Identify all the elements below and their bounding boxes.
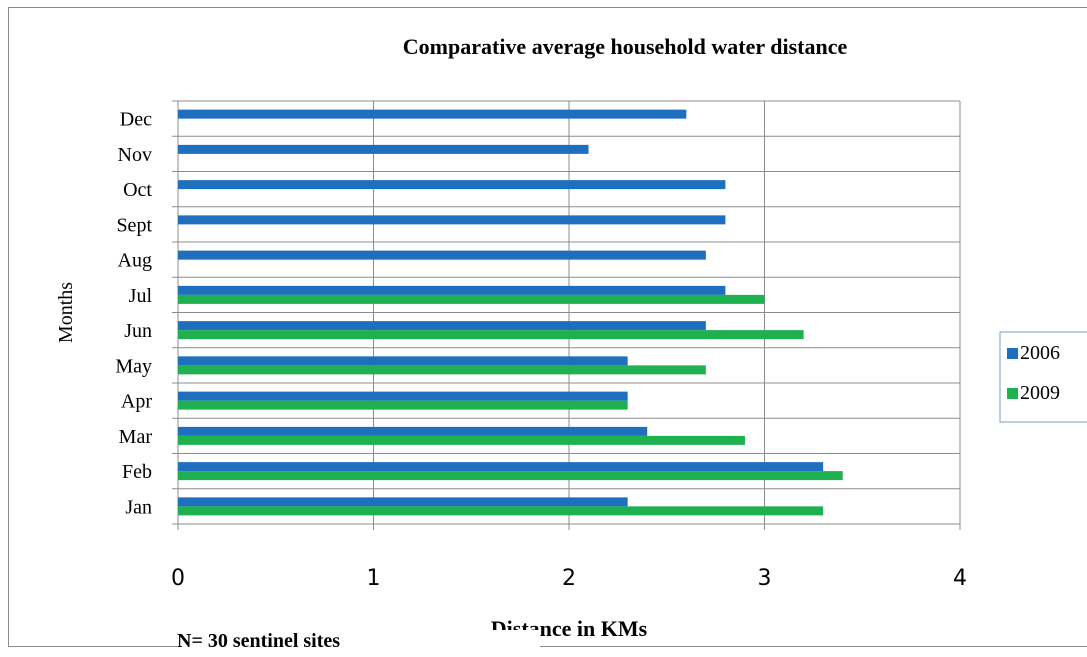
category-label: Dec (120, 109, 152, 131)
legend-box (999, 331, 1087, 423)
bar-2009-feb (178, 471, 843, 481)
bar-2006-jul (178, 285, 726, 295)
bar-2006-jan (178, 497, 628, 507)
category-label: Aug (118, 250, 152, 272)
chart-title: Comparative average household water dist… (403, 34, 848, 59)
category-label: Mar (119, 426, 153, 448)
category-label: Nov (118, 144, 152, 166)
x-tick-label: 4 (953, 566, 967, 591)
bar-2006-feb (178, 462, 824, 472)
chart-frame (8, 7, 1087, 647)
footnote: N= 30 sentinel sites (177, 630, 541, 653)
category-label: Jan (125, 496, 152, 518)
legend-label-2006: 2006 (1020, 342, 1060, 364)
bar-2009-jul (178, 294, 765, 304)
bar-2009-apr (178, 400, 628, 410)
bar-2009-mar (178, 435, 745, 445)
bar-2006-jun (178, 321, 706, 331)
legend-swatch-2009 (1007, 388, 1018, 399)
bar-2009-jun (178, 330, 804, 340)
y-axis-label: Months (55, 282, 77, 343)
category-label: Jul (129, 285, 153, 307)
bar-2006-sept (178, 215, 726, 225)
category-label: Sept (116, 214, 152, 236)
x-tick-label: 1 (367, 566, 381, 591)
bar-2006-may (178, 356, 628, 366)
bar-2009-may (178, 365, 706, 375)
x-tick-label: 2 (562, 566, 576, 591)
bar-2009-jan (178, 506, 824, 516)
legend-swatch-2006 (1007, 348, 1018, 359)
bar-2006-aug (178, 250, 706, 260)
bar-2006-nov (178, 144, 589, 154)
bar-2006-dec (178, 109, 687, 119)
legend-label-2009: 2009 (1020, 382, 1060, 404)
category-label: Feb (122, 461, 152, 483)
bar-2006-mar (178, 426, 648, 436)
x-tick-label: 0 (171, 566, 185, 591)
x-tick-label: 3 (758, 566, 772, 591)
bar-2006-apr (178, 391, 628, 401)
category-label: Apr (121, 391, 152, 413)
category-label: Jun (124, 320, 152, 342)
category-label: May (115, 355, 152, 377)
bar-2006-oct (178, 180, 726, 190)
category-label: Oct (123, 179, 152, 201)
